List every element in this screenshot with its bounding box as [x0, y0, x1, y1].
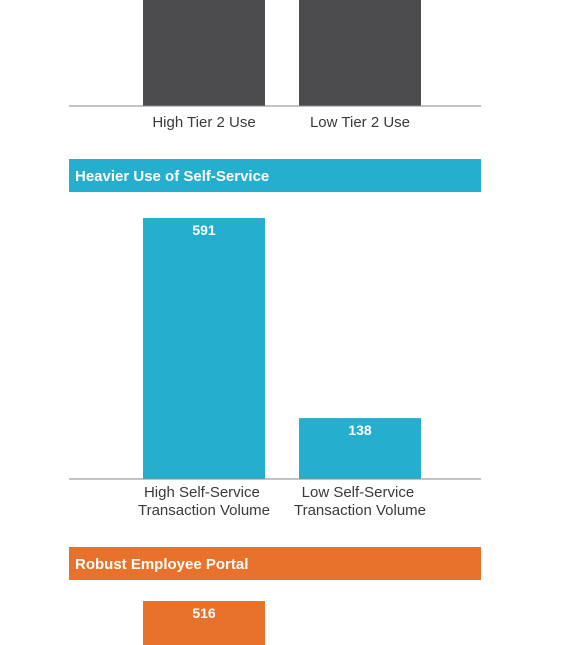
chart-employee-portal: Robust Employee Portal 516 [69, 547, 481, 645]
banner-employee-portal [69, 547, 481, 580]
banner-self-service [69, 159, 481, 192]
value-label-employee-portal: 516 [192, 605, 216, 621]
bar-low-tier2-use [299, 0, 421, 106]
category-label-low-tier2: Low Tier 2 Use [310, 114, 410, 131]
banner-title-employee-portal: Robust Employee Portal [75, 556, 248, 573]
bar-employee-portal [143, 601, 265, 645]
bar-high-tier2-use [143, 0, 265, 106]
category-label-high-tier2: High Tier 2 Use [152, 114, 255, 131]
category-label-high-self-service: High Self-Service Transaction Volume [138, 484, 270, 519]
value-label-high-self-service: 591 [192, 222, 216, 238]
value-label-low-self-service: 138 [348, 422, 372, 438]
bar-high-self-service [143, 218, 265, 479]
chart-tier2-use: High Tier 2 Use Low Tier 2 Use [69, 0, 481, 131]
bar-low-self-service [299, 418, 421, 479]
category-label-low-self-service: Low Self-Service Transaction Volume [294, 484, 426, 519]
banner-title-self-service: Heavier Use of Self-Service [75, 168, 269, 185]
chart-self-service: Heavier Use of Self-Service 591 138 High… [69, 159, 481, 519]
